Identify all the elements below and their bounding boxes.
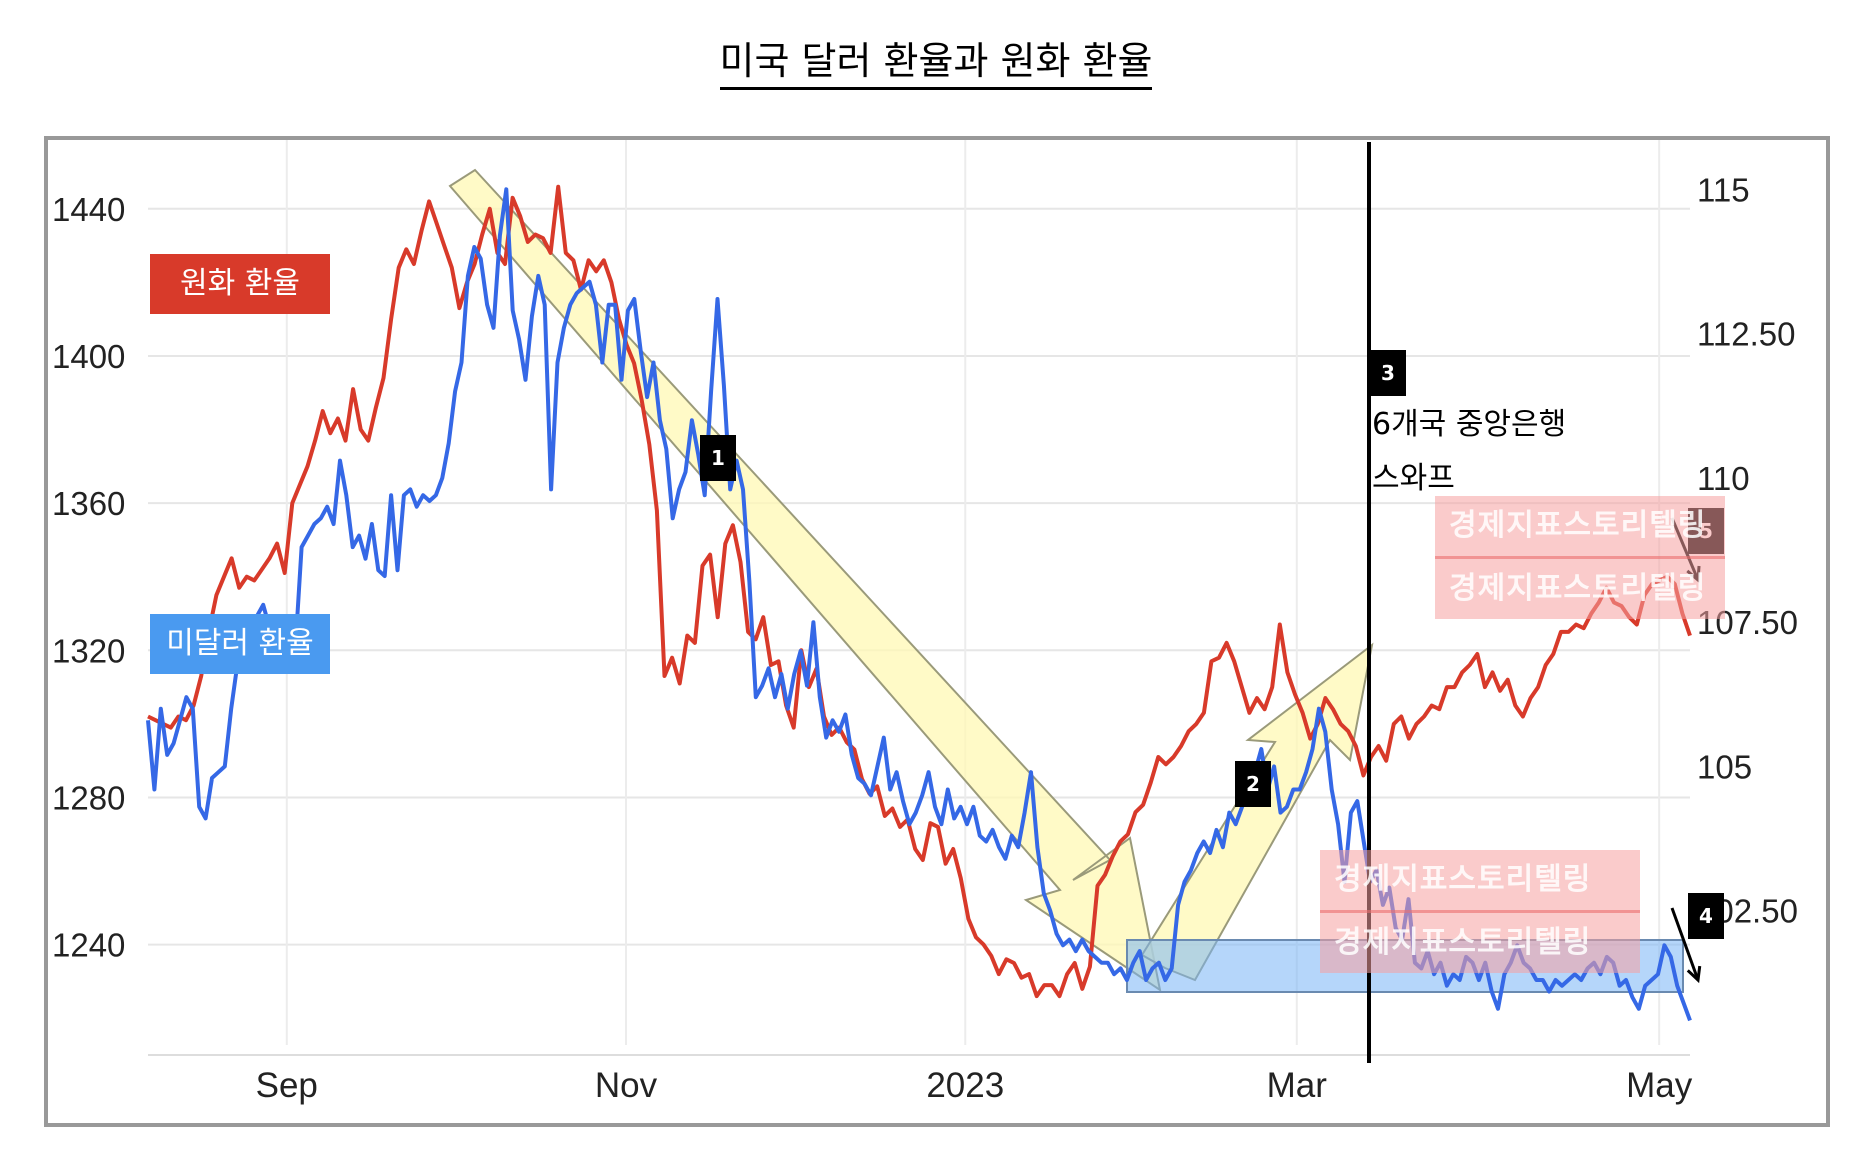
legend-won: 원화 환율 [150,254,330,314]
watermark-text: 경제지표스토리텔링 [1449,508,1707,543]
y-left-tick-label: 1240 [52,927,125,964]
pointer-arrow-4-head [1686,965,1702,984]
y-right-tick-label: 112.50 [1697,316,1795,353]
event-annotation: 6개국 중앙은행 스와프 [1372,398,1566,506]
watermark-text: 경제지표스토리텔링 [1320,910,1640,973]
event-annotation-line2: 스와프 [1372,461,1455,496]
y-left-tick-label: 1360 [52,485,125,522]
legend-usd: 미달러 환율 [150,614,330,674]
watermark-lower: 경제지표스토리텔링 경제지표스토리텔링 [1320,850,1640,973]
y-left-tick-label: 1440 [52,191,125,228]
x-tick-label: Nov [595,1066,658,1105]
pointer-arrow-4 [1670,907,1700,981]
watermark-upper: 경제지표스토리텔링 경제지표스토리텔링 [1435,496,1725,619]
axis-labels: 144014001360132012801240115112.50110107.… [52,171,1798,1105]
watermark-text: 경제지표스토리텔링 [1334,862,1592,897]
annotation-marker-1: 1 [700,435,736,481]
annotation-marker-4: 4 [1688,893,1724,939]
x-tick-label: 2023 [926,1066,1004,1105]
watermark-text: 경제지표스토리텔링 [1435,556,1725,619]
x-tick-label: May [1626,1066,1693,1105]
x-tick-label: Sep [256,1066,318,1105]
annotation-marker-3: 3 [1370,350,1406,396]
y-left-tick-label: 1400 [52,338,125,375]
trend-arrow-1 [448,168,1162,993]
series-line-won [147,184,1692,999]
y-right-tick-label: 105 [1697,748,1752,785]
y-right-tick-label: 115 [1697,171,1750,208]
y-right-tick-label: 110 [1697,460,1750,497]
x-tick-label: Mar [1267,1066,1328,1105]
y-left-tick-label: 1320 [52,632,125,669]
event-annotation-line1: 6개국 중앙은행 [1372,407,1567,442]
chart-title: 미국 달러 환율과 원화 환율 [0,30,1872,90]
y-left-tick-label: 1280 [52,779,125,816]
annotation-marker-2: 2 [1235,761,1271,807]
